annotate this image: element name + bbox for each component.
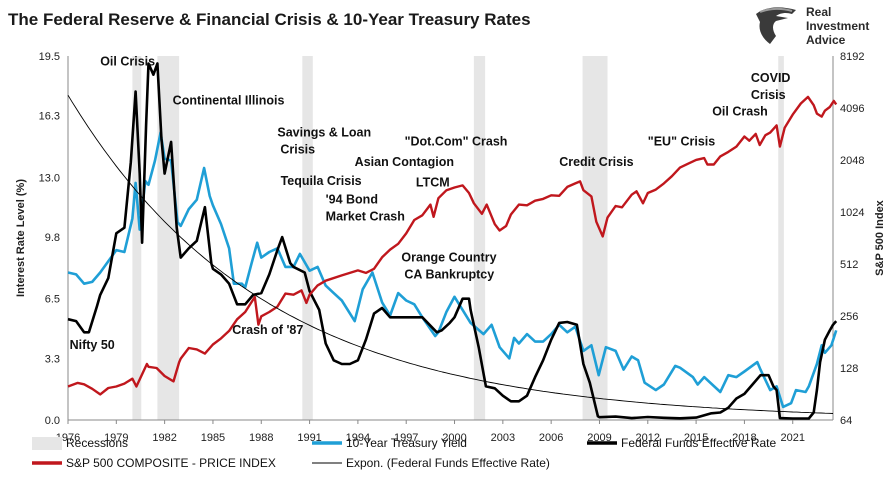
- x-tick-label: 2021: [780, 432, 804, 444]
- x-tick-label: 2018: [732, 432, 756, 444]
- legend-swatch: [32, 437, 62, 450]
- annotation-label: "EU" Crisis: [648, 135, 715, 149]
- annotation-label: Savings & Loan Crisis: [277, 125, 371, 156]
- annotation-label: Oil Crisis: [100, 54, 155, 68]
- right-tick-label: 2048: [840, 155, 864, 167]
- annotation-label: Crash of '87: [232, 323, 303, 337]
- x-tick-label: 1982: [152, 432, 176, 444]
- right-tick-label: 8192: [840, 51, 864, 63]
- annotation-label: Oil Crash: [712, 105, 768, 119]
- recession-band: [132, 56, 142, 420]
- series-lines: [67, 62, 838, 420]
- s-p-500-composite-price-index-line: [67, 95, 838, 396]
- left-tick-label: 9.8: [45, 232, 60, 244]
- x-tick-label: 2015: [684, 432, 708, 444]
- left-tick-label: 0.0: [45, 415, 60, 427]
- right-tick-label: 4096: [840, 103, 864, 115]
- left-tick-label: 6.5: [45, 294, 60, 306]
- annotation-label: Continental Illinois: [173, 94, 285, 108]
- left-tick-label: 3.3: [45, 353, 60, 365]
- x-tick-label: 2012: [636, 432, 660, 444]
- brand-logo: Real Investment Advice: [752, 4, 872, 48]
- recession-bands: [132, 56, 784, 420]
- legend-label: Expon. (Federal Funds Effective Rate): [346, 456, 550, 470]
- right-tick-label: 128: [840, 363, 858, 375]
- annotations: Oil Crisis Continental Illinois Savings & …: [70, 54, 791, 352]
- federal-funds-effective-rate-line: [67, 62, 838, 420]
- logo-line-3: Advice: [806, 33, 846, 47]
- x-tick-label: 2009: [587, 432, 611, 444]
- left-tick-label: 16.3: [39, 111, 60, 123]
- x-tick-label: 2006: [539, 432, 563, 444]
- annotation-label: '94 Bond Market Crash: [326, 192, 405, 223]
- legend-label: Recessions: [66, 436, 128, 450]
- legend-label: 10-Year Treasury Yield: [346, 436, 467, 450]
- left-axis-label: Interest Rate Level (%): [15, 179, 27, 297]
- right-tick-label: 512: [840, 259, 858, 271]
- annotation-label: Asian Contagion: [355, 155, 454, 169]
- right-tick-label: 256: [840, 311, 858, 323]
- left-tick-label: 19.5: [39, 51, 60, 63]
- annotation-label: Credit Crisis: [559, 155, 633, 169]
- annotation-label: Orange Country CA Bankruptcy: [401, 250, 496, 281]
- recession-band: [473, 56, 486, 420]
- x-tick-label: 2000: [442, 432, 466, 444]
- legend-label: Federal Funds Effective Rate: [621, 436, 777, 450]
- right-axis-label: S&P 500 Index: [874, 199, 886, 275]
- annotation-label: LTCM: [416, 176, 450, 190]
- 10-year-treasury-yield-line: [67, 131, 838, 409]
- annotation-label: Tequila Crisis: [281, 174, 362, 188]
- eagle-head-icon: [756, 7, 796, 45]
- x-tick-label: 1994: [346, 432, 370, 444]
- logo-line-1: Real: [806, 5, 832, 19]
- right-tick-label: 64: [840, 415, 852, 427]
- annotation-label: COVID Crisis: [751, 71, 791, 102]
- chart-title: The Federal Reserve & Financial Crisis &…: [8, 10, 531, 29]
- annotation-label: Nifty 50: [70, 338, 115, 352]
- x-tick-label: 1985: [201, 432, 225, 444]
- legend: Recessions 10-Year Treasury Yield Federal …: [32, 436, 777, 470]
- legend-label: S&P 500 COMPOSITE - PRICE INDEX: [66, 456, 276, 470]
- x-tick-label: 1997: [394, 432, 418, 444]
- x-tick-label: 2003: [491, 432, 515, 444]
- x-tick-label: 1988: [249, 432, 273, 444]
- recession-band: [778, 56, 784, 420]
- x-tick-label: 1979: [104, 432, 128, 444]
- logo-line-2: Investment: [806, 19, 870, 33]
- expon-federal-funds-effective-rate-line: [67, 94, 834, 414]
- x-tick-label: 1991: [297, 432, 321, 444]
- right-tick-label: 1024: [840, 207, 864, 219]
- annotation-label: "Dot.Com" Crash: [405, 135, 508, 149]
- axes: 1976 1979 1982 1985 1988 1991 1994 1997 2000 2003…: [39, 51, 865, 444]
- recession-band: [302, 56, 313, 420]
- left-tick-label: 13.0: [39, 172, 60, 184]
